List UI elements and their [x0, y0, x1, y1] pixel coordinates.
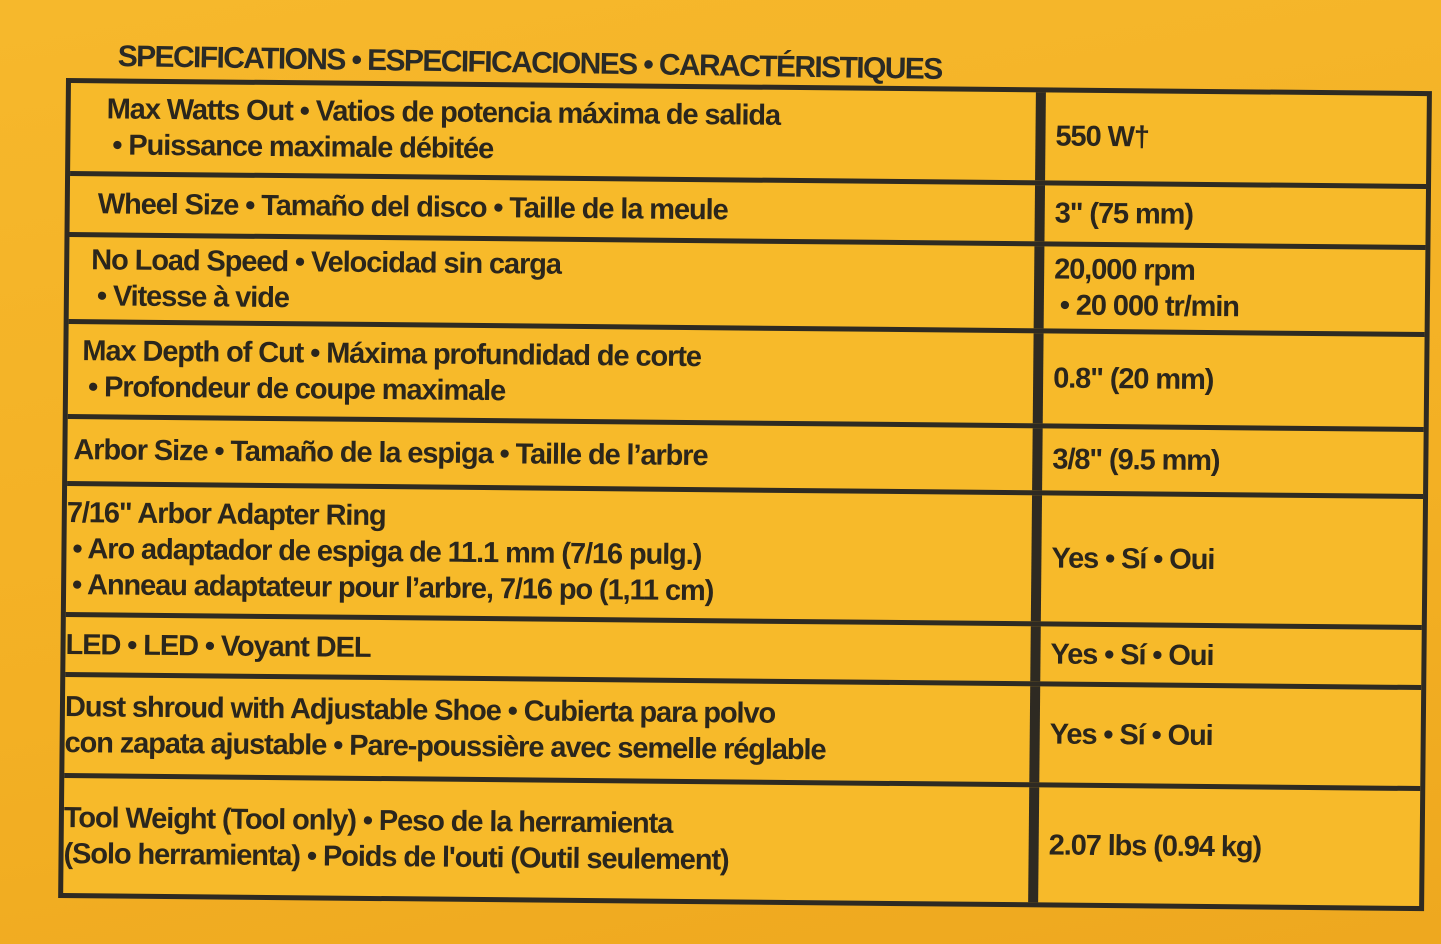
spec-value: Yes • Sí • Oui [1030, 495, 1424, 626]
spec-label-line: • Vitesse à vide [96, 280, 289, 315]
spec-label-line: Arbor Size • Tamaño de la espiga • Taill… [73, 434, 708, 473]
spec-value: 3/8" (9.5 mm) [1032, 428, 1424, 495]
spec-row: Tool Weight (Tool only) • Peso de la her… [63, 778, 1421, 907]
spec-value-line: Yes • Sí • Oui [1051, 542, 1215, 577]
spec-value-line: 20,000 rpm [1054, 253, 1195, 287]
spec-value: 20,000 rpm • 20 000 tr/min [1033, 246, 1426, 333]
spec-row: Max Depth of Cut • Máxima profundidad de… [67, 324, 1425, 433]
spec-label: No Load Speed • Velocidad sin carga • Vit… [69, 237, 1035, 328]
spec-row: No Load Speed • Velocidad sin carga • Vit… [68, 237, 1426, 338]
spec-value-line: Yes • Sí • Oui [1049, 718, 1213, 753]
spec-value-line: 3" (75 mm) [1054, 197, 1194, 231]
spec-value: 3" (75 mm) [1034, 185, 1426, 246]
spec-label-line: • Puissance maximale débitée [112, 129, 494, 166]
spec-label: LED • LED • Voyant DEL [65, 617, 1030, 681]
spec-label-line: • Profondeur de coupe maximale [87, 371, 506, 408]
spec-value-line: 550 W† [1055, 120, 1149, 154]
spec-label: Tool Weight (Tool only) • Peso de la her… [63, 778, 1029, 902]
spec-value: Yes • Sí • Oui [1029, 686, 1422, 787]
spec-value-line: 3/8" (9.5 mm) [1052, 443, 1220, 478]
spec-row: Max Watts Out • Vatios de potencia máxim… [70, 83, 1427, 190]
spec-label: Max Depth of Cut • Máxima profundidad de… [68, 324, 1034, 423]
spec-value: 550 W† [1035, 92, 1427, 185]
spec-value: Yes • Sí • Oui [1030, 626, 1422, 686]
spec-value: 2.07 lbs (0.94 kg) [1028, 787, 1421, 907]
spec-row: 7/16" Arbor Adapter Ring • Aro adaptador … [65, 486, 1424, 631]
spec-label: Max Watts Out • Vatios de potencia máxim… [70, 83, 1036, 180]
spec-table: Max Watts Out • Vatios de potencia máxim… [58, 78, 1432, 912]
spec-value-line: • 20 000 tr/min [1059, 289, 1240, 324]
spec-value-line: 2.07 lbs (0.94 kg) [1048, 828, 1262, 864]
spec-label: 7/16" Arbor Adapter Ring • Aro adaptador … [66, 486, 1032, 621]
spec-value-line: Yes • Sí • Oui [1050, 637, 1214, 672]
spec-label-line: LED • LED • Voyant DEL [65, 628, 371, 664]
spec-value: 0.8" (20 mm) [1032, 333, 1425, 428]
spec-row: Dust shroud with Adjustable Shoe • Cubie… [64, 677, 1422, 792]
spec-label: Arbor Size • Tamaño de la espiga • Taill… [67, 419, 1033, 490]
spec-label-line: Wheel Size • Tamaño del disco • Taille d… [97, 188, 728, 227]
spec-value-line: 0.8" (20 mm) [1053, 362, 1214, 397]
spec-label: Wheel Size • Tamaño del disco • Taille d… [70, 176, 1035, 241]
spec-label: Dust shroud with Adjustable Shoe • Cubie… [64, 677, 1030, 782]
